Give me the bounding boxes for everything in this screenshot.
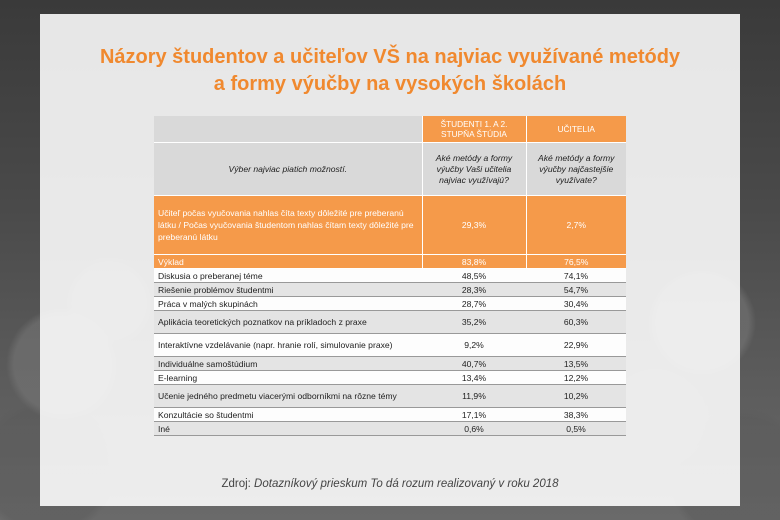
row-label: Práca v malých skupinách (154, 296, 422, 311)
question-teachers: Aké metódy a formy výučby najčastejšie v… (525, 142, 626, 196)
row-students-value: 28,7% (422, 296, 526, 311)
source-text: Dotazníkový prieskum To dá rozum realizo… (254, 478, 559, 490)
row-students-value: 40,7% (422, 356, 526, 371)
page-title: Názory študentov a učiteľov VŠ na najvia… (40, 44, 740, 98)
table-row: E-learning 13,4% 12,2% (154, 370, 626, 385)
title-line-1: Názory študentov a učiteľov VŠ na najvia… (99, 46, 681, 68)
row-students-value: 9,2% (422, 333, 526, 357)
row-label: E-learning (154, 370, 422, 385)
row-label: Interaktívne vzdelávanie (napr. hranie r… (154, 333, 422, 357)
row-teachers-value: 0,5% (526, 421, 626, 436)
row-teachers-value: 74,1% (526, 268, 626, 283)
row-teachers-value: 13,5% (526, 356, 626, 371)
table-row: Riešenie problémov študentmi 28,3% 54,7% (154, 282, 626, 297)
row-teachers-value: 30,4% (526, 296, 626, 311)
row-teachers-value: 54,7% (526, 282, 626, 297)
instruction-text: Výber najviac piatich možností. (154, 142, 422, 196)
row-label: Individuálne samoštúdium (154, 356, 422, 371)
row-students-value: 29,3% (421, 195, 526, 255)
table-row: Aplikácia teoretických poznatkov na prík… (154, 310, 626, 334)
row-students-value: 13,4% (422, 370, 526, 385)
row-label: Výklad (154, 254, 422, 269)
row-label: Aplikácia teoretických poznatkov na prík… (154, 310, 422, 334)
row-students-value: 0,6% (422, 421, 526, 436)
row-teachers-value: 10,2% (526, 384, 626, 408)
source-prefix: Zdroj: (221, 478, 255, 490)
table-row: Iné 0,6% 0,5% (154, 421, 626, 436)
row-teachers-value: 2,7% (525, 195, 626, 255)
source-note: Zdroj: Dotazníkový prieskum To dá rozum … (40, 478, 740, 490)
row-students-value: 35,2% (422, 310, 526, 334)
row-label: Riešenie problémov študentmi (154, 282, 422, 297)
row-teachers-value: 22,9% (526, 333, 626, 357)
table-row: Učenie jedného predmetu viacerými odborn… (154, 384, 626, 408)
row-students-value: 11,9% (422, 384, 526, 408)
row-students-value: 83,8% (421, 254, 526, 269)
table-row: Diskusia o preberanej téme 48,5% 74,1% (154, 268, 626, 283)
table-row: Interaktívne vzdelávanie (napr. hranie r… (154, 333, 626, 357)
header-teachers: UČITELIA (525, 116, 626, 143)
row-teachers-value: 60,3% (526, 310, 626, 334)
row-teachers-value: 76,5% (525, 254, 626, 269)
row-label: Učenie jedného predmetu viacerými odborn… (154, 384, 422, 408)
row-teachers-value: 12,2% (526, 370, 626, 385)
survey-table: ŠTUDENTI 1. A 2. STUPŇA ŠTÚDIA UČITELIA … (154, 116, 626, 436)
table-row: Výklad 83,8% 76,5% (154, 254, 626, 269)
table-row: Práca v malých skupinách 28,7% 30,4% (154, 296, 626, 311)
row-students-value: 17,1% (422, 407, 526, 422)
header-blank (154, 116, 422, 143)
table-row: Individuálne samoštúdium 40,7% 13,5% (154, 356, 626, 371)
title-line-2: a formy výučby na vysokých školách (213, 73, 567, 95)
table-row: Konzultácie so študentmi 17,1% 38,3% (154, 407, 626, 422)
table-row: Učiteľ počas vyučovania nahlas číta text… (154, 195, 626, 255)
header-students: ŠTUDENTI 1. A 2. STUPŇA ŠTÚDIA (421, 116, 526, 143)
row-teachers-value: 38,3% (526, 407, 626, 422)
row-label: Konzultácie so študentmi (154, 407, 422, 422)
row-label: Iné (154, 421, 422, 436)
row-label: Diskusia o preberanej téme (154, 268, 422, 283)
row-label: Učiteľ počas vyučovania nahlas číta text… (154, 195, 422, 255)
row-students-value: 48,5% (422, 268, 526, 283)
question-students: Aké metódy a formy výučby Vaši učitelia … (421, 142, 526, 196)
row-students-value: 28,3% (422, 282, 526, 297)
